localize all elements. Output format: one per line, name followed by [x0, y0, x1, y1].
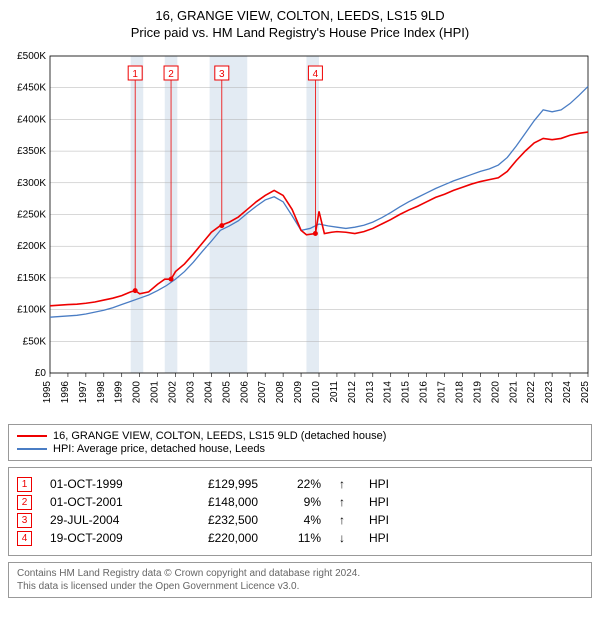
y-tick-label: £50K — [23, 336, 47, 347]
x-tick-label: 2019 — [472, 380, 483, 403]
event-row: 2 01-OCT-2001 £148,000 9% ↑ HPI — [17, 495, 583, 510]
x-tick-label: 2004 — [203, 380, 214, 403]
legend-item: HPI: Average price, detached house, Leed… — [17, 443, 583, 455]
y-tick-label: £300K — [17, 178, 46, 189]
row-marker: 4 — [17, 531, 32, 546]
row-marker: 3 — [17, 513, 32, 528]
x-tick-label: 2015 — [401, 380, 412, 403]
chart-area: £0 £50K £100K £150K £200K £250K £300K £350K £400… — [8, 48, 592, 418]
y-tick-label: £400K — [17, 114, 46, 125]
y-tick-label: £500K — [17, 51, 46, 62]
event-row: 4 19-OCT-2009 £220,000 11% ↓ HPI — [17, 531, 583, 546]
x-tick-label: 2022 — [526, 380, 537, 403]
y-tick-label: £0 — [35, 368, 47, 379]
x-tick-label: 1999 — [114, 380, 125, 403]
row-price: £129,995 — [178, 477, 258, 491]
y-tick-label: £150K — [17, 273, 46, 284]
x-tick-label: 2006 — [239, 380, 250, 403]
row-marker: 1 — [17, 477, 32, 492]
x-tick-label: 1995 — [42, 380, 53, 403]
x-tick-label: 2000 — [132, 380, 143, 403]
legend-label: HPI: Average price, detached house, Leed… — [53, 443, 265, 455]
legend: 16, GRANGE VIEW, COLTON, LEEDS, LS15 9LD… — [8, 424, 592, 461]
row-date: 01-OCT-2001 — [50, 495, 160, 509]
row-arrow-icon: ↑ — [339, 513, 351, 527]
chart-svg: £0 £50K £100K £150K £200K £250K £300K £350K £400… — [8, 48, 592, 418]
x-tick-label: 2016 — [419, 380, 430, 403]
legend-item: 16, GRANGE VIEW, COLTON, LEEDS, LS15 9LD… — [17, 430, 583, 442]
row-date: 19-OCT-2009 — [50, 531, 160, 545]
event-row: 1 01-OCT-1999 £129,995 22% ↑ HPI — [17, 477, 583, 492]
x-tick-label: 2025 — [580, 380, 591, 403]
event-marker-num: 4 — [313, 69, 319, 80]
row-arrow-icon: ↓ — [339, 531, 351, 545]
x-tick-label: 1996 — [60, 380, 71, 403]
x-tick-label: 2021 — [508, 380, 519, 403]
event-row: 3 29-JUL-2004 £232,500 4% ↑ HPI — [17, 513, 583, 528]
x-tick-label: 2012 — [347, 380, 358, 403]
row-marker: 2 — [17, 495, 32, 510]
y-tick-label: £100K — [17, 304, 46, 315]
x-tick-label: 2007 — [257, 380, 268, 403]
x-tick-label: 2003 — [185, 380, 196, 403]
legend-label: 16, GRANGE VIEW, COLTON, LEEDS, LS15 9LD… — [53, 430, 386, 442]
x-tick-label: 1997 — [78, 380, 89, 403]
legend-swatch — [17, 448, 47, 450]
x-tick-label: 1998 — [96, 380, 107, 403]
row-hpi: HPI — [369, 495, 399, 509]
footer-line-2: This data is licensed under the Open Gov… — [17, 580, 583, 593]
row-hpi: HPI — [369, 477, 399, 491]
events-table: 1 01-OCT-1999 £129,995 22% ↑ HPI 2 01-OCT-2001 £… — [8, 467, 592, 556]
row-pct: 11% — [276, 531, 321, 545]
event-marker-num: 3 — [219, 69, 225, 80]
y-tick-label: £250K — [17, 209, 46, 220]
title-line-2: Price paid vs. HM Land Registry's House … — [8, 25, 592, 42]
title-line-1: 16, GRANGE VIEW, COLTON, LEEDS, LS15 9LD — [8, 8, 592, 25]
x-tick-label: 2009 — [293, 380, 304, 403]
attribution-footer: Contains HM Land Registry data © Crown c… — [8, 562, 592, 598]
row-date: 01-OCT-1999 — [50, 477, 160, 491]
row-hpi: HPI — [369, 513, 399, 527]
event-marker-num: 1 — [132, 69, 138, 80]
x-tick-label: 2002 — [168, 380, 179, 403]
x-tick-label: 2024 — [562, 380, 573, 403]
row-arrow-icon: ↑ — [339, 495, 351, 509]
y-tick-label: £350K — [17, 146, 46, 157]
x-tick-label: 2010 — [311, 380, 322, 403]
x-tick-label: 2005 — [221, 380, 232, 403]
event-marker-num: 2 — [168, 69, 174, 80]
x-tick-label: 2020 — [490, 380, 501, 403]
row-date: 29-JUL-2004 — [50, 513, 160, 527]
x-tick-label: 2001 — [150, 380, 161, 403]
x-tick-label: 2008 — [275, 380, 286, 403]
row-pct: 4% — [276, 513, 321, 527]
row-pct: 9% — [276, 495, 321, 509]
row-price: £220,000 — [178, 531, 258, 545]
row-price: £148,000 — [178, 495, 258, 509]
y-tick-label: £200K — [17, 241, 46, 252]
legend-swatch — [17, 435, 47, 437]
row-price: £232,500 — [178, 513, 258, 527]
row-arrow-icon: ↑ — [339, 477, 351, 491]
row-pct: 22% — [276, 477, 321, 491]
y-tick-label: £450K — [17, 82, 46, 93]
x-tick-label: 2023 — [544, 380, 555, 403]
row-hpi: HPI — [369, 531, 399, 545]
x-tick-label: 2018 — [454, 380, 465, 403]
chart-title: 16, GRANGE VIEW, COLTON, LEEDS, LS15 9LD… — [8, 8, 592, 42]
footer-line-1: Contains HM Land Registry data © Crown c… — [17, 567, 583, 580]
x-tick-label: 2013 — [365, 380, 376, 403]
x-tick-label: 2017 — [437, 380, 448, 403]
x-tick-label: 2014 — [383, 380, 394, 403]
x-tick-label: 2011 — [329, 380, 340, 402]
